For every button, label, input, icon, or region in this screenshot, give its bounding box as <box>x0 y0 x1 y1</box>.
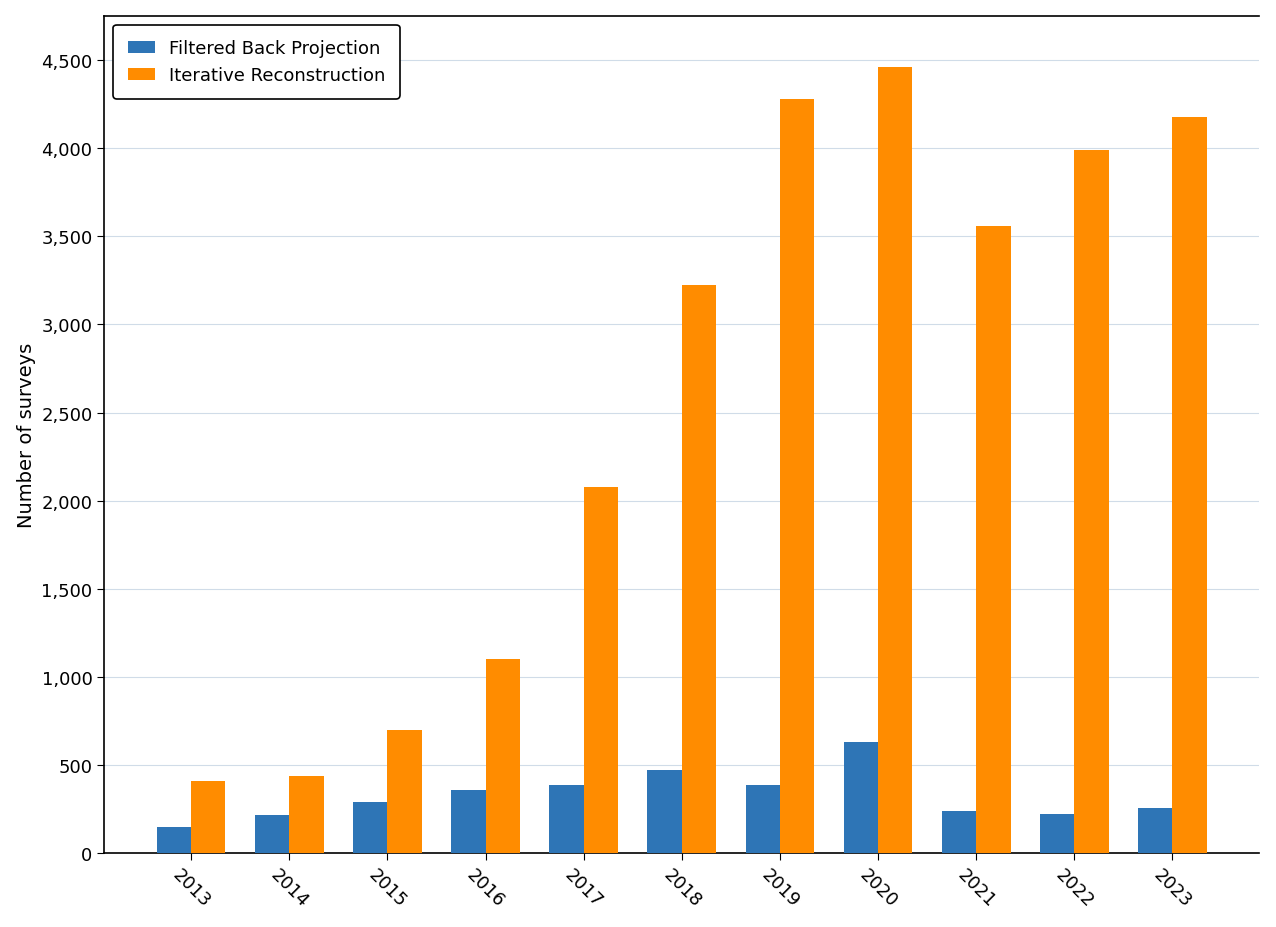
Bar <box>452 790 486 854</box>
Legend: Filtered Back Projection, Iterative Reconstruction: Filtered Back Projection, Iterative Reco… <box>114 26 401 99</box>
Bar <box>388 730 422 854</box>
Bar <box>878 68 912 854</box>
Bar <box>942 811 976 854</box>
Bar <box>353 803 388 854</box>
Bar <box>157 827 191 854</box>
Bar <box>780 100 814 854</box>
Bar <box>976 226 1011 854</box>
Bar <box>191 781 226 854</box>
Bar <box>1040 814 1074 854</box>
Bar <box>486 660 519 854</box>
Bar <box>745 785 780 854</box>
Bar <box>681 286 716 854</box>
Bar <box>647 769 681 854</box>
Bar <box>1138 808 1173 854</box>
Bar <box>1173 118 1207 854</box>
Bar <box>255 815 290 854</box>
Bar <box>1074 150 1109 854</box>
Bar <box>843 743 878 854</box>
Y-axis label: Number of surveys: Number of surveys <box>17 343 36 527</box>
Bar <box>550 785 583 854</box>
Bar <box>290 776 324 854</box>
Bar <box>583 488 618 854</box>
